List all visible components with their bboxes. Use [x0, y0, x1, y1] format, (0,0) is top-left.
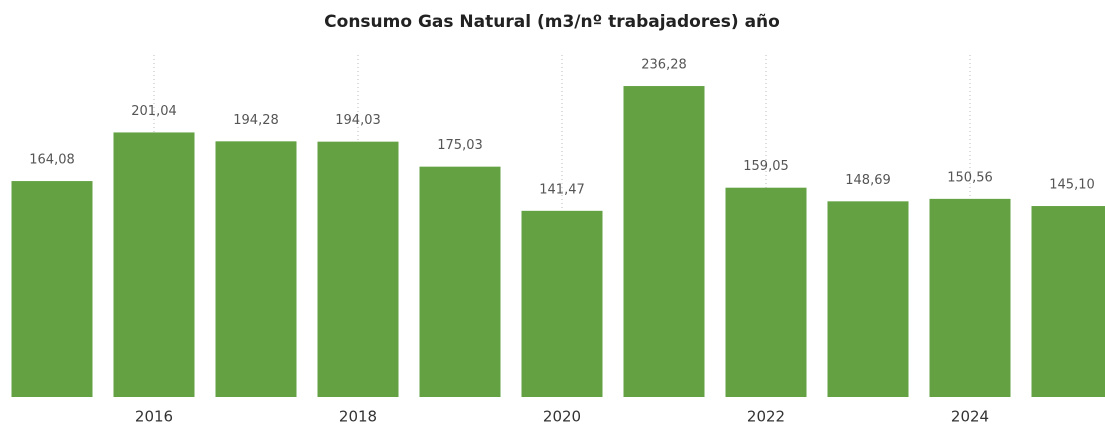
bar	[419, 166, 501, 397]
bar	[1031, 206, 1105, 397]
bar	[929, 198, 1011, 397]
value-label: 148,69	[845, 173, 891, 188]
value-label: 159,05	[743, 159, 789, 174]
value-label: 201,04	[131, 104, 177, 119]
x-tick-label: 2024	[951, 408, 989, 426]
value-label: 194,28	[233, 113, 279, 128]
x-tick-label: 2018	[339, 408, 377, 426]
bar	[11, 181, 93, 397]
bar	[725, 187, 807, 397]
x-tick-label: 2022	[747, 408, 785, 426]
x-tick-label: 2020	[543, 408, 581, 426]
value-label: 236,28	[641, 58, 687, 73]
x-tick-label: 2016	[135, 408, 173, 426]
value-label: 175,03	[437, 138, 483, 153]
value-label: 194,03	[335, 113, 381, 128]
value-label: 150,56	[947, 170, 993, 185]
bar	[215, 141, 297, 397]
bar	[113, 132, 195, 397]
chart-title: Consumo Gas Natural (m3/nº trabajadores)…	[324, 12, 780, 32]
bar	[827, 201, 909, 397]
value-label: 145,10	[1049, 178, 1095, 193]
bar	[623, 86, 705, 398]
bar	[317, 141, 399, 397]
bar	[521, 210, 603, 397]
value-label: 141,47	[539, 182, 585, 197]
value-label: 164,08	[29, 153, 75, 168]
